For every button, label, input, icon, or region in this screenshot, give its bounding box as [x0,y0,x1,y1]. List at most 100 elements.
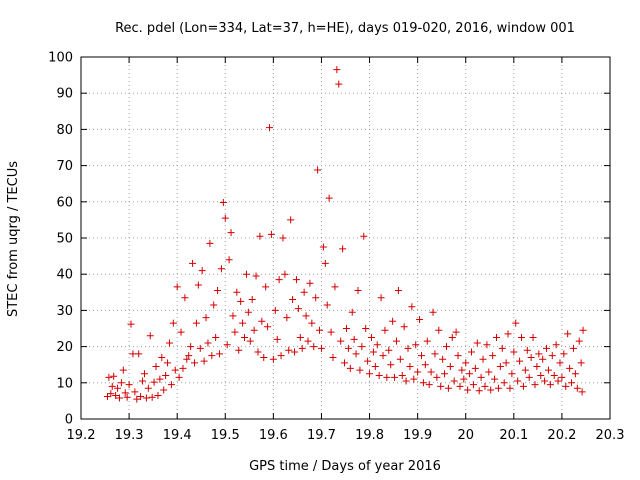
data-point [516,357,524,365]
data-point [367,334,375,342]
x-tick-label: 20.2 [547,428,576,443]
data-point [481,382,489,390]
data-point [469,381,477,389]
data-point [414,368,422,376]
data-point [321,259,329,267]
data-point [479,355,487,363]
data-point [421,361,429,369]
x-tick-label: 20 [457,428,474,443]
data-point [329,353,337,361]
data-point [448,334,456,342]
data-point [569,344,577,352]
data-point [244,308,252,316]
data-point [573,384,581,392]
data-point [175,373,183,381]
data-point [339,245,347,253]
data-point [402,377,410,385]
y-tick-label: 20 [56,340,73,355]
data-point [550,372,558,380]
data-point [294,305,302,313]
data-point [165,339,173,347]
data-point [210,301,218,309]
data-point [246,337,254,345]
data-point [171,366,179,374]
data-point [287,216,295,224]
data-point [483,341,491,349]
data-point [135,350,143,358]
data-point [200,357,208,365]
y-tick-label: 30 [56,304,73,319]
data-point [383,373,391,381]
data-point [571,370,579,378]
data-point [423,337,431,345]
data-point [227,229,235,237]
data-point [404,344,412,352]
data-point [223,341,231,349]
data-point [269,355,277,363]
data-point [300,288,308,296]
data-point [431,350,439,358]
data-point [496,363,504,371]
data-point [317,344,325,352]
data-point [103,393,111,401]
data-point [337,337,345,345]
data-point [160,386,168,394]
data-point [144,384,152,392]
data-point [283,314,291,322]
data-point [350,335,358,343]
data-point [250,326,258,334]
y-tick-label: 40 [56,268,73,283]
data-point [568,379,576,387]
data-point [529,334,537,342]
data-point [519,382,527,390]
data-point [216,350,224,358]
x-tick-label: 19.7 [307,428,336,443]
data-point [242,270,250,278]
data-point [500,379,508,387]
data-point [177,328,185,336]
y-tick-label: 60 [56,195,73,210]
data-point [462,359,470,367]
data-point [279,234,287,242]
data-point [187,343,195,351]
data-point [267,230,275,238]
data-point [533,363,541,371]
data-point [310,343,318,351]
data-point [235,346,243,354]
data-point [208,352,216,360]
data-point [525,373,533,381]
data-point [139,377,147,385]
data-point [133,395,141,403]
data-point [219,199,227,207]
data-point [335,80,343,88]
data-point [331,283,339,291]
y-axis-label: STEC from uqrg / TECUs [6,161,21,317]
data-point [304,337,312,345]
data-point [400,323,408,331]
x-axis-label: GPS time / Days of year 2016 [249,459,441,474]
data-point [504,330,512,338]
data-point [185,352,193,360]
data-point [389,317,397,325]
data-point [225,256,233,264]
data-point [275,276,283,284]
y-tick-label: 0 [65,413,73,428]
data-point [233,288,241,296]
data-point [458,366,466,374]
data-point [273,335,281,343]
data-point [475,387,483,395]
data-point [381,326,389,334]
chart-title: Rec. pdel (Lon=334, Lat=37, h=HE), days … [115,21,575,36]
data-point [156,375,164,383]
data-point [314,166,322,174]
data-point [493,334,501,342]
data-point [439,355,447,363]
data-point [183,355,191,363]
data-point [498,344,506,352]
data-point [192,319,200,327]
data-point [489,352,497,360]
data-point [552,341,560,349]
data-point [564,330,572,338]
data-point [212,334,220,342]
data-point [146,332,154,340]
